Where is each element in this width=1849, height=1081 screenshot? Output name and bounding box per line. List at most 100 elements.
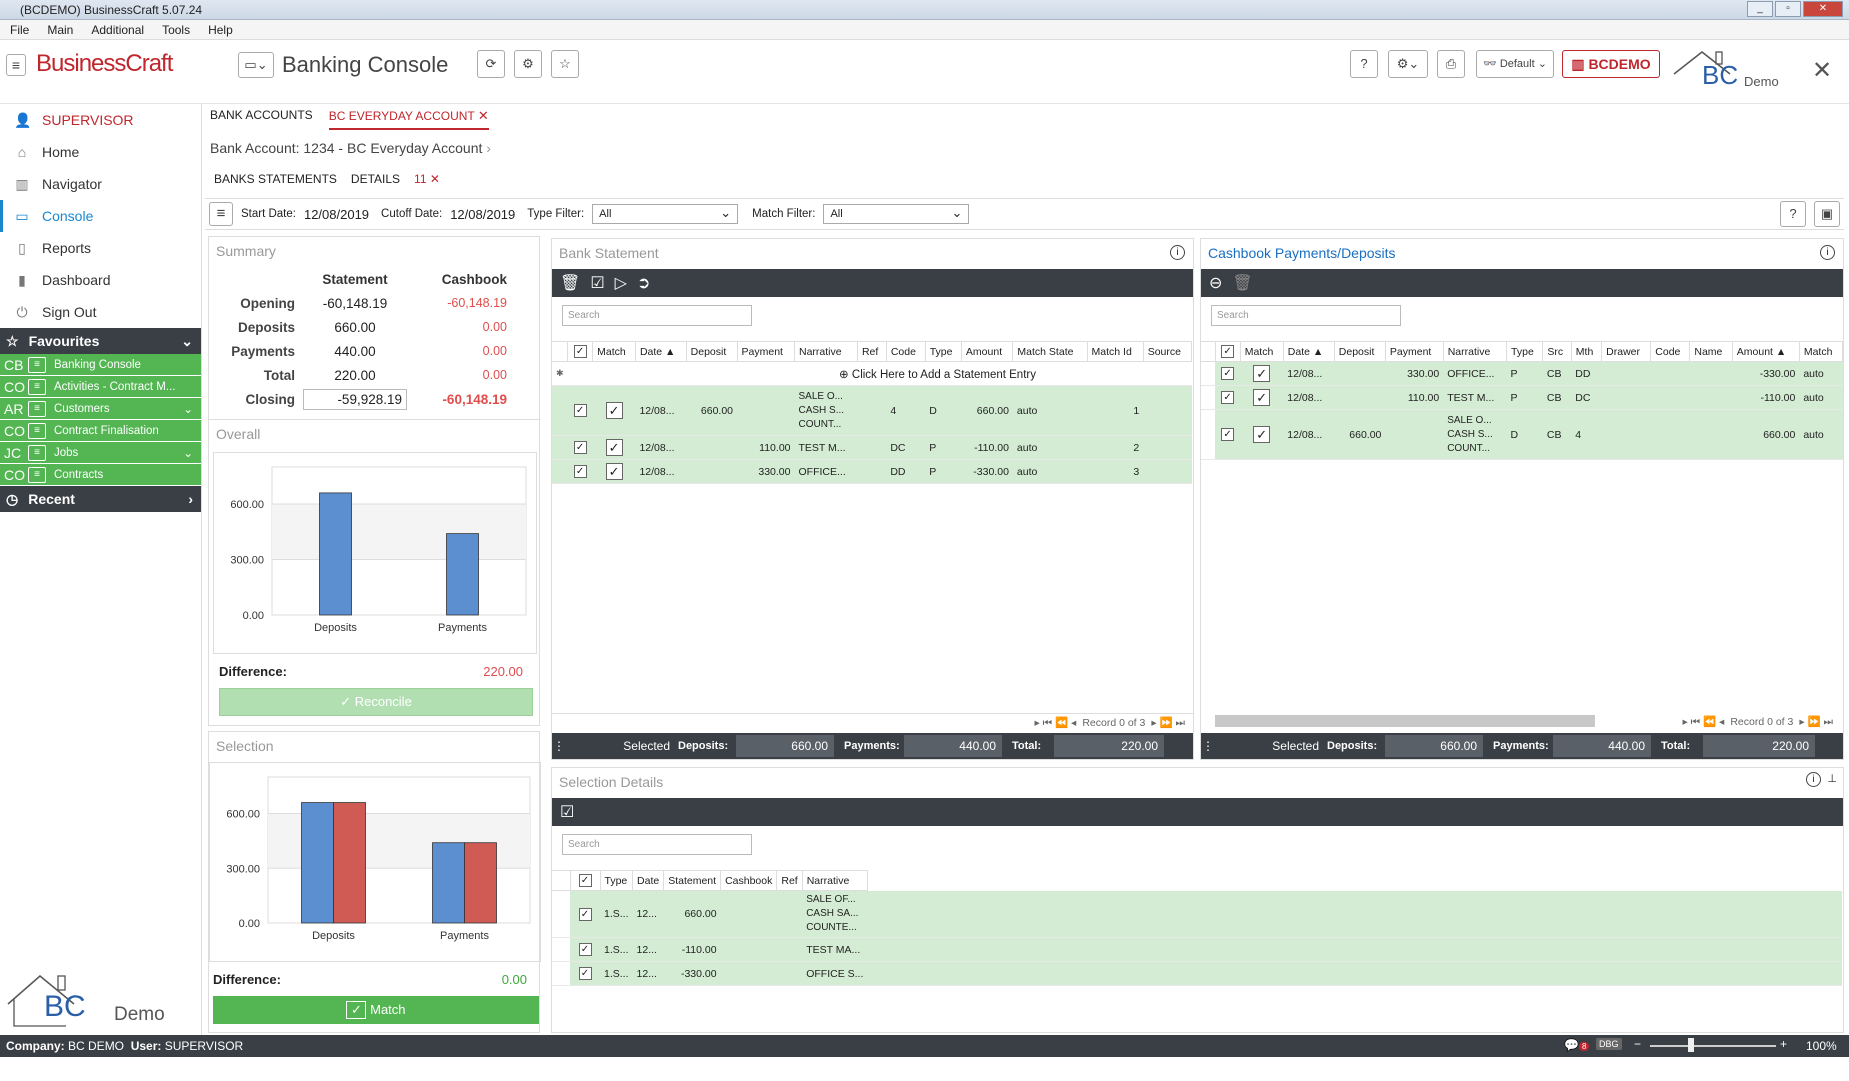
row-checkbox[interactable]: ✓ (578, 943, 592, 956)
col-header[interactable]: Source (1142, 341, 1193, 362)
horizontal-scrollbar[interactable] (1215, 715, 1595, 727)
close-console-icon[interactable]: ✕ (1812, 57, 1833, 84)
col-header[interactable]: Ref (776, 870, 803, 891)
arrow-left-circle-icon[interactable]: ⊖ (1209, 275, 1223, 292)
select-all-checkbox[interactable]: ✓ (567, 341, 594, 362)
chat-icon[interactable]: 💬 8 (1564, 1038, 1590, 1052)
row-checkbox[interactable]: ✓ (573, 404, 587, 417)
col-header[interactable]: Drawer (1601, 341, 1652, 362)
zoom-out-icon[interactable]: − (1634, 1037, 1642, 1051)
col-header[interactable]: Code (1650, 341, 1691, 362)
delete-icon[interactable]: 🗑 (560, 275, 581, 292)
close-tab-icon[interactable]: ✕ (429, 172, 440, 186)
menu-additional[interactable]: Additional (91, 23, 145, 37)
favourite-item[interactable]: CO ≡ Contract Finalisation (0, 420, 201, 442)
reconcile-button[interactable]: ✓ Reconcile (219, 688, 533, 716)
zoom-slider-handle[interactable] (1688, 1038, 1694, 1052)
sidebar-item-console[interactable]: ▭ Console (0, 200, 201, 232)
col-header[interactable]: Match (1798, 341, 1844, 362)
col-header[interactable]: Src (1542, 341, 1572, 362)
table-row[interactable]: ✓ ✓ 12/08... 110.00 TEST M... DC P -110.00 auto 2 (552, 435, 1192, 460)
favourite-item[interactable]: AR ≡ Customers ⌄ (0, 398, 201, 420)
zoom-in-icon[interactable]: + (1780, 1037, 1788, 1051)
zoom-slider[interactable] (1650, 1045, 1776, 1047)
refresh-icon[interactable]: ⟳ (477, 50, 505, 78)
favourite-item[interactable]: CO ≡ Activities - Contract M... (0, 376, 201, 398)
sidebar-user[interactable]: 👤 SUPERVISOR (0, 104, 201, 136)
table-row[interactable]: ✓ 1.S... 12... -330.00 OFFICE S... (552, 961, 1842, 986)
info-icon[interactable]: i (1806, 772, 1821, 787)
menu-main[interactable]: Main (47, 23, 74, 37)
close-tab-icon[interactable]: ✕ (477, 108, 489, 123)
check-all-icon[interactable]: ☑ (590, 275, 605, 292)
col-header[interactable]: Cashbook (720, 870, 778, 891)
tab-bank-accounts[interactable]: BANK ACCOUNTS (210, 108, 313, 122)
debug-badge[interactable]: DBG (1596, 1038, 1622, 1050)
col-header[interactable]: Narrative (794, 341, 858, 362)
col-header[interactable]: Narrative (801, 870, 868, 891)
recent-header[interactable]: ◷ Recent › (0, 486, 201, 512)
table-row[interactable]: ✓ ✓ 12/08... 330.00 OFFICE... P CB DD -330.00 aut… (1201, 361, 1843, 386)
maximize-button[interactable]: ▫ (1775, 1, 1801, 17)
type-filter-select[interactable]: All (592, 204, 739, 224)
cashbook-search-input[interactable]: Search (1211, 305, 1401, 326)
col-header[interactable]: Date (632, 870, 665, 891)
col-header[interactable]: Match (592, 341, 636, 362)
pin-icon[interactable]: ⊥ (1827, 773, 1837, 785)
row-checkbox[interactable]: ✓ (1221, 367, 1235, 380)
more-vertical-icon[interactable]: ⋮ (1202, 739, 1214, 753)
col-header[interactable]: Ref (856, 341, 887, 362)
favourite-item[interactable]: CB ≡ Banking Console (0, 354, 201, 376)
help-icon[interactable]: ? (1780, 201, 1806, 227)
sidebar-item-dashboard[interactable]: ▮ Dashboard (0, 264, 201, 296)
col-header[interactable]: Match (1239, 341, 1284, 362)
table-row[interactable]: ✓ 1.S... 12... 660.00 SALE OF... CASH SA... … (552, 890, 1842, 938)
col-header[interactable]: Type (599, 870, 634, 891)
col-header[interactable]: Mth (1570, 341, 1603, 362)
table-row[interactable]: ✓ 1.S... 12... -110.00 TEST MA... (552, 937, 1842, 962)
list-menu-icon[interactable]: ≡ (209, 202, 233, 226)
col-header[interactable]: Deposit (685, 341, 738, 362)
favourites-header[interactable]: ☆ Favourites ⌄ (0, 328, 201, 354)
bank-search-input[interactable]: Search (562, 305, 752, 326)
save-icon[interactable]: ▣ (1814, 201, 1840, 227)
col-header[interactable]: Match State (1012, 341, 1088, 362)
table-row[interactable]: ✓ ✓ 12/08... 660.00 SALE O... CASH S... COUN… (1201, 409, 1843, 460)
settings-icon[interactable]: ⚙ (514, 50, 542, 78)
menu-tools[interactable]: Tools (162, 23, 191, 37)
row-checkbox[interactable]: ✓ (578, 907, 592, 921)
info-icon[interactable]: i (1170, 245, 1185, 260)
table-row[interactable]: ✓ ✓ 12/08... 660.00 SALE O... CASH S... COUN… (552, 385, 1192, 436)
check-all-icon[interactable]: ☑ (560, 804, 575, 821)
sidebar-item-reports[interactable]: ▯ Reports (0, 232, 201, 264)
col-header[interactable]: Deposit (1333, 341, 1386, 362)
company-badge[interactable]: ▥ BCDEMO (1562, 50, 1660, 78)
profile-dropdown[interactable]: 👓 Default ⌄ (1476, 50, 1554, 78)
chevron-down-icon[interactable]: ⌄ (183, 403, 193, 416)
gear-dropdown-icon[interactable]: ⚙⌄ (1388, 50, 1428, 78)
cutoff-date-field[interactable]: 12/08/2019 (450, 206, 516, 222)
tab-statement-11[interactable]: 11 ✕ (414, 172, 440, 186)
printer-icon[interactable]: ⎙ (1437, 50, 1465, 78)
match-checkbox[interactable]: ✓ (605, 402, 623, 419)
more-vertical-icon[interactable]: ⋮ (553, 739, 565, 753)
col-header[interactable]: Date ▲ (1282, 341, 1335, 362)
match-filter-select[interactable]: All (823, 204, 970, 224)
col-header[interactable]: Statement (663, 870, 722, 891)
match-checkbox[interactable]: ✓ (1253, 426, 1271, 443)
help-icon[interactable]: ? (1350, 50, 1378, 78)
tab-details[interactable]: DETAILS (350, 172, 401, 186)
table-row[interactable]: ✓ ✓ 12/08... 330.00 OFFICE... DD P -330.00 auto 3 (552, 459, 1192, 484)
col-header[interactable]: Type (924, 341, 962, 362)
console-switch-icon[interactable]: ▭⌄ (238, 52, 274, 78)
details-search-input[interactable]: Search (562, 834, 752, 855)
delete-icon[interactable]: 🗑 (1232, 275, 1253, 292)
col-header[interactable]: Date ▲ (634, 341, 687, 362)
col-header[interactable]: Name (1689, 341, 1733, 362)
info-icon[interactable]: i (1820, 245, 1835, 260)
match-checkbox[interactable]: ✓ (605, 439, 623, 456)
select-all-checkbox[interactable]: ✓ (1214, 341, 1241, 362)
match-button[interactable]: ✓ Match (213, 996, 539, 1024)
col-header[interactable]: Payment (1384, 341, 1444, 362)
col-header[interactable]: Narrative (1442, 341, 1508, 362)
